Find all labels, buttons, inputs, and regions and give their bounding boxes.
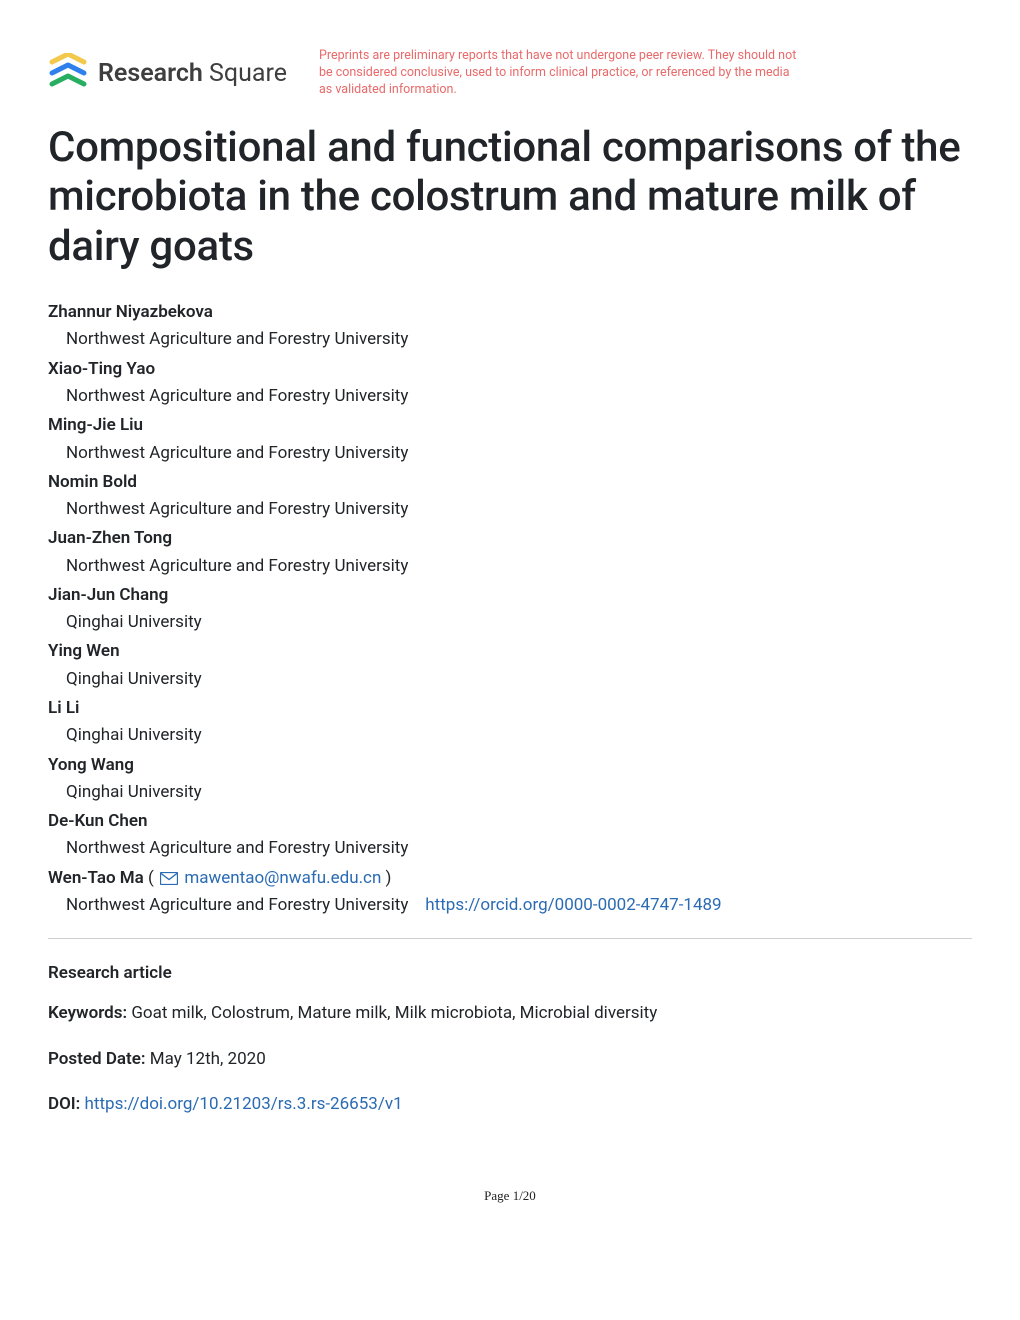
author-affiliation: Northwest Agriculture and Forestry Unive…	[66, 440, 972, 466]
author-affiliation: Qinghai University	[66, 779, 972, 805]
corresponding-author: Wen-Tao Ma ( mawentao@nwafu.edu.cn ) Nor…	[48, 865, 972, 919]
authors-list: Zhannur NiyazbekovaNorthwest Agriculture…	[48, 299, 972, 918]
logo[interactable]: Research Square	[48, 53, 287, 93]
author-email-link[interactable]: mawentao@nwafu.edu.cn	[184, 868, 381, 888]
article-type: Research article	[48, 963, 972, 983]
author: Nomin BoldNorthwest Agriculture and Fore…	[48, 469, 972, 523]
author-affiliation: Northwest Agriculture and Forestry Unive…	[66, 895, 408, 915]
author-name: Ying Wen	[48, 638, 972, 665]
author-affiliation: Qinghai University	[66, 666, 972, 692]
posted-date-value: May 12th, 2020	[150, 1049, 266, 1069]
header-row: Research Square Preprints are preliminar…	[48, 48, 972, 99]
author-affiliation: Northwest Agriculture and Forestry Unive…	[66, 326, 972, 352]
author-name: Yong Wang	[48, 752, 972, 779]
doi-link[interactable]: https://doi.org/10.21203/rs.3.rs-26653/v…	[85, 1094, 403, 1114]
envelope-icon	[160, 872, 178, 885]
author-affiliation: Qinghai University	[66, 722, 972, 748]
posted-date-label: Posted Date:	[48, 1049, 150, 1069]
page-number: Page 1/20	[48, 1188, 972, 1204]
author-name: Wen-Tao Ma	[48, 868, 144, 888]
paren-close: )	[381, 868, 391, 888]
author: Jian-Jun ChangQinghai University	[48, 582, 972, 636]
author-name: Zhannur Niyazbekova	[48, 299, 972, 326]
author: Yong WangQinghai University	[48, 752, 972, 806]
author: Juan-Zhen TongNorthwest Agriculture and …	[48, 525, 972, 579]
author-name: Nomin Bold	[48, 469, 972, 496]
author: Li LiQinghai University	[48, 695, 972, 749]
logo-text-bold: Research	[98, 59, 203, 88]
author-affiliation: Northwest Agriculture and Forestry Unive…	[66, 383, 972, 409]
corresponding-author-line: Wen-Tao Ma ( mawentao@nwafu.edu.cn )	[48, 865, 972, 892]
paren-open: (	[144, 868, 158, 888]
author: Zhannur NiyazbekovaNorthwest Agriculture…	[48, 299, 972, 353]
author-name: Ming-Jie Liu	[48, 412, 972, 439]
author-name: De-Kun Chen	[48, 808, 972, 835]
author: Ying WenQinghai University	[48, 638, 972, 692]
author-affiliation: Northwest Agriculture and Forestry Unive…	[66, 496, 972, 522]
author-name: Jian-Jun Chang	[48, 582, 972, 609]
author: Xiao-Ting YaoNorthwest Agriculture and F…	[48, 356, 972, 410]
doi-label: DOI:	[48, 1094, 85, 1114]
author-name: Xiao-Ting Yao	[48, 356, 972, 383]
author-affiliation: Qinghai University	[66, 609, 972, 635]
orcid-link[interactable]: https://orcid.org/0000-0002-4747-1489	[425, 895, 721, 915]
corresponding-affiliation: Northwest Agriculture and Forestry Unive…	[66, 892, 972, 918]
logo-text: Research Square	[98, 59, 287, 88]
logo-text-thin: Square	[203, 59, 287, 88]
posted-date-row: Posted Date: May 12th, 2020	[48, 1047, 972, 1073]
paper-title: Compositional and functional comparisons…	[48, 123, 972, 272]
author: Ming-Jie LiuNorthwest Agriculture and Fo…	[48, 412, 972, 466]
doi-row: DOI: https://doi.org/10.21203/rs.3.rs-26…	[48, 1092, 972, 1118]
keywords-label: Keywords:	[48, 1003, 131, 1023]
author-affiliation: Northwest Agriculture and Forestry Unive…	[66, 835, 972, 861]
logo-chevron-icon	[48, 53, 88, 93]
preprint-disclaimer: Preprints are preliminary reports that h…	[319, 48, 799, 99]
divider	[48, 938, 972, 939]
keywords-row: Keywords: Goat milk, Colostrum, Mature m…	[48, 1001, 972, 1027]
author-name: Li Li	[48, 695, 972, 722]
author: De-Kun ChenNorthwest Agriculture and For…	[48, 808, 972, 862]
keywords-value: Goat milk, Colostrum, Mature milk, Milk …	[131, 1003, 657, 1023]
author-affiliation: Northwest Agriculture and Forestry Unive…	[66, 553, 972, 579]
author-name: Juan-Zhen Tong	[48, 525, 972, 552]
